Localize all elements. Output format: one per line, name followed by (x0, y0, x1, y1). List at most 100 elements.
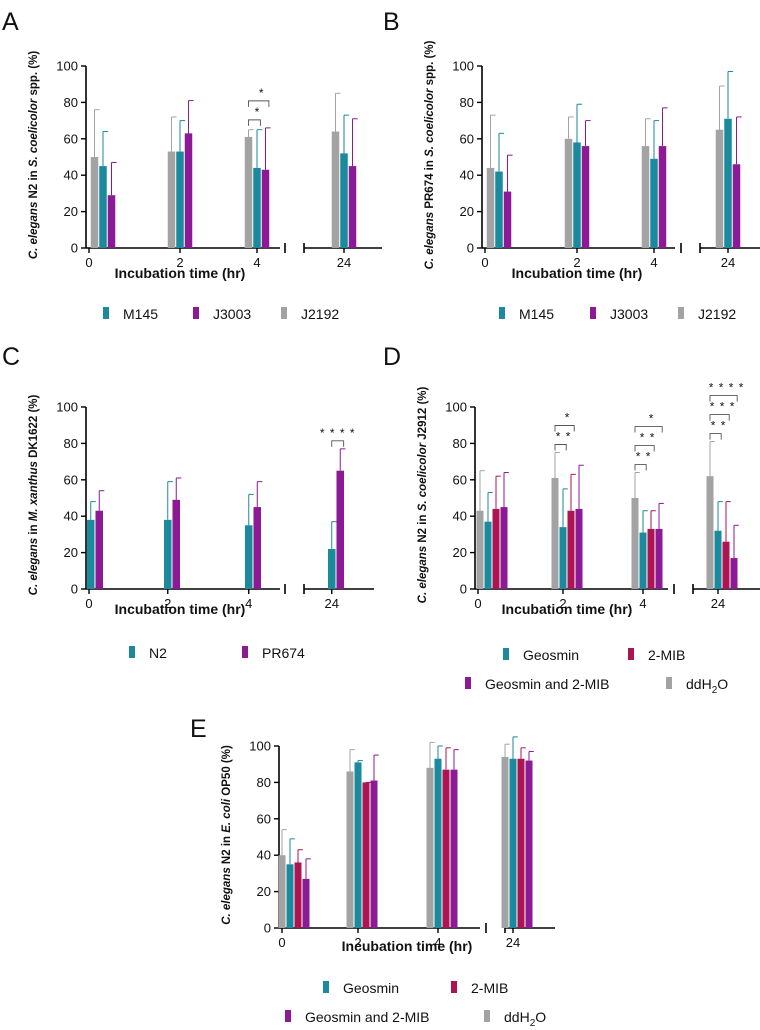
bar (631, 498, 639, 589)
y-axis-label-part: C. elegans (424, 212, 436, 270)
y-tick-label: 20 (453, 545, 467, 560)
bar (253, 167, 261, 248)
y-axis-label-part: J2912 (%) (417, 386, 429, 442)
significance-bracket (634, 426, 663, 433)
significance-label: * * (711, 419, 727, 433)
bar (715, 129, 724, 248)
bar (354, 762, 362, 928)
significance-label: * (565, 411, 571, 425)
y-axis-label-part: spp. (%) (424, 40, 436, 88)
significance-bracket (554, 444, 567, 451)
y-axis-label-part: C. elegans (28, 538, 40, 596)
y-axis-label-part: S. coelicolor (424, 88, 436, 157)
panel-letter: A (2, 8, 19, 36)
legend-label: M145 (519, 306, 554, 322)
bar (484, 521, 492, 589)
bar (476, 510, 484, 589)
y-tick-label: 100 (56, 59, 78, 74)
panel-letter: C (2, 343, 20, 371)
x-tick-label: 4 (639, 596, 646, 611)
y-tick-label: 40 (460, 168, 474, 183)
x-tick-label: 4 (650, 255, 657, 270)
bar (500, 507, 508, 589)
bar (434, 758, 442, 928)
legend-label-part: O (535, 1009, 546, 1025)
x-tick-label: 0 (278, 935, 285, 950)
bar (336, 470, 344, 589)
y-axis-label-part: C. elegans (221, 867, 233, 925)
x-tick-label: 24 (337, 255, 351, 270)
legend-swatch (129, 646, 135, 658)
y-tick-label: 20 (257, 884, 271, 899)
y-axis-label-part: C. elegans (28, 202, 40, 260)
panel-letter: D (383, 343, 401, 371)
bar (426, 767, 434, 928)
panel-letter: B (383, 8, 400, 36)
bar (492, 508, 500, 589)
bar (641, 146, 650, 248)
bar (370, 780, 378, 928)
bar (107, 195, 116, 248)
legend-label: Geosmin (343, 980, 399, 996)
x-tick-label: 0 (481, 255, 488, 270)
y-axis-label: C. elegans N2 in S. coelicolor spp. (%) (28, 51, 40, 260)
y-tick-label: 20 (64, 204, 78, 219)
legend-label: J2192 (301, 306, 339, 322)
x-tick-label: 4 (434, 935, 441, 950)
x-tick-label: 0 (474, 596, 481, 611)
y-axis-label-part: N2 in (221, 833, 233, 868)
x-tick-label: 24 (711, 596, 725, 611)
y-tick-label: 80 (460, 95, 474, 110)
significance-label: * (259, 86, 265, 100)
legend-label: J2192 (698, 306, 736, 322)
y-axis-label-part: N2 in (417, 511, 429, 546)
legend-swatch (499, 307, 505, 319)
y-tick-label: 0 (460, 582, 467, 597)
significance-label: * * (640, 431, 656, 445)
bar (348, 166, 357, 248)
bar (722, 541, 730, 589)
y-axis-label-part: M. xanthus (28, 461, 40, 521)
bar (564, 138, 573, 248)
legend-label: N2 (149, 645, 167, 661)
y-tick-label: 40 (64, 168, 78, 183)
y-tick-label: 80 (453, 436, 467, 451)
bar (245, 525, 253, 589)
legend-label: J3003 (213, 306, 251, 322)
bar (486, 167, 495, 248)
y-axis-label-part: E. coli (221, 798, 233, 833)
y-axis-label-part: PR674 in (424, 157, 436, 212)
bar (442, 769, 450, 928)
significance-label: * * (636, 450, 652, 464)
bar (172, 499, 180, 589)
legend-swatch (451, 981, 457, 993)
y-tick-label: 40 (257, 848, 271, 863)
bar (253, 507, 261, 589)
significance-bracket (331, 440, 345, 447)
bar (294, 862, 302, 928)
bar (730, 558, 738, 589)
x-tick-label: 24 (506, 935, 520, 950)
bar (87, 519, 95, 589)
bar (362, 782, 370, 928)
y-tick-label: 100 (445, 400, 467, 415)
x-axis-label: Incubation time (hr) (115, 265, 246, 281)
bar (503, 191, 512, 248)
significance-label: * * * * (709, 381, 745, 395)
bar (278, 855, 286, 928)
significance-bracket (634, 464, 647, 471)
y-tick-label: 60 (257, 811, 271, 826)
y-tick-label: 60 (453, 472, 467, 487)
legend-swatch (678, 307, 684, 319)
x-tick-label: 4 (245, 596, 252, 611)
legend-swatch (193, 307, 199, 319)
y-tick-label: 0 (71, 241, 78, 256)
significance-bracket (554, 425, 575, 432)
bar (331, 131, 340, 248)
x-tick-label: 2 (164, 596, 171, 611)
y-tick-label: 40 (453, 509, 467, 524)
x-axis-label: Incubation time (hr) (512, 265, 643, 281)
